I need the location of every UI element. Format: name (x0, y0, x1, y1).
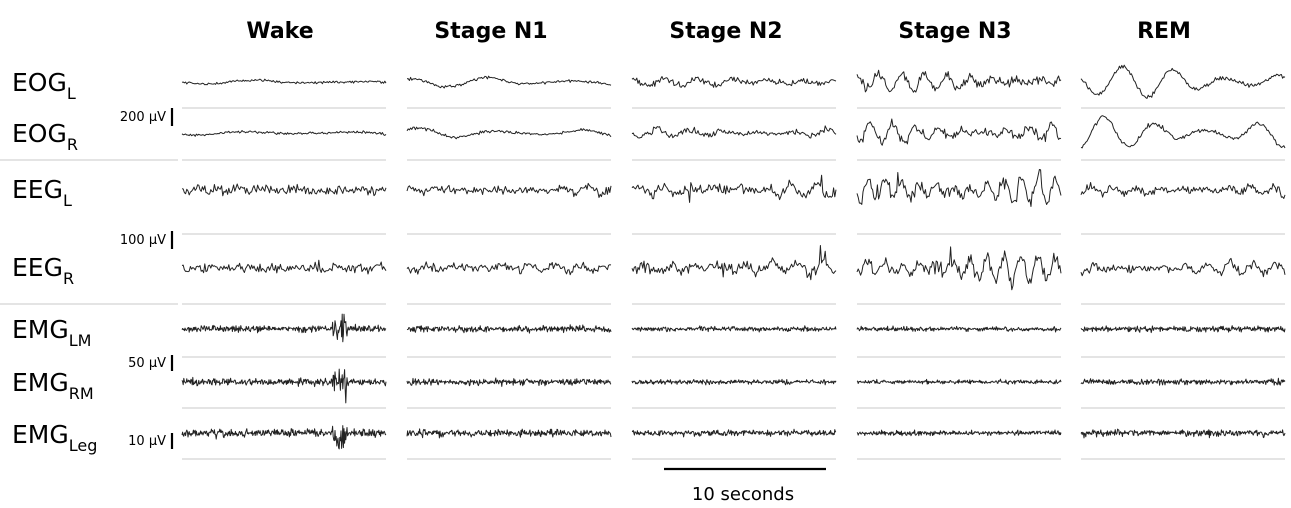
trace-eog-r-stage-n2 (631, 125, 837, 139)
trace-eog-l-wake (181, 78, 387, 86)
stage-title-stage-n1: Stage N1 (434, 19, 547, 44)
trace-emg-lm-stage-n3 (856, 325, 1062, 333)
stage-title-rem: REM (1137, 19, 1191, 44)
channel-label-subscript: L (63, 191, 72, 210)
trace-emg-leg-stage-n3 (856, 429, 1062, 437)
channel-label-subscript: L (67, 84, 76, 103)
trace-emg-rm-wake (181, 368, 387, 404)
trace-eeg-l-wake (181, 183, 387, 197)
channel-label-base: EEG (12, 253, 63, 282)
channel-label-emg-leg: EMGLeg (12, 420, 97, 455)
scale-bar-label-10-v: 10 µV (128, 434, 166, 449)
channel-label-eog-l: EOGL (12, 68, 76, 103)
channel-label-base: EMG (12, 368, 69, 397)
trace-emg-lm-stage-n2 (631, 325, 837, 333)
channel-label-subscript: LM (69, 331, 92, 350)
trace-emg-leg-rem (1080, 428, 1286, 439)
trace-eeg-r-stage-n3 (856, 246, 1062, 291)
trace-eeg-l-stage-n3 (856, 169, 1062, 207)
trace-emg-leg-wake (181, 425, 387, 450)
channel-label-eeg-r: EEGR (12, 253, 74, 288)
trace-emg-rm-stage-n1 (406, 377, 612, 387)
trace-emg-rm-rem (1080, 377, 1286, 386)
channel-label-base: EOG (12, 68, 67, 97)
channel-label-subscript: Leg (69, 436, 98, 455)
channel-label-eog-r: EOGR (12, 119, 78, 154)
trace-emg-lm-stage-n1 (406, 324, 612, 334)
trace-emg-rm-stage-n2 (631, 378, 837, 386)
trace-eog-l-rem (1080, 64, 1286, 99)
trace-eog-l-stage-n1 (406, 75, 612, 89)
stage-title-wake: Wake (246, 19, 313, 44)
trace-emg-leg-stage-n1 (406, 428, 612, 439)
channel-label-base: EEG (12, 175, 63, 204)
channel-label-base: EMG (12, 420, 69, 449)
trace-eeg-l-rem (1080, 182, 1286, 199)
channel-label-base: EMG (12, 315, 69, 344)
trace-eog-l-stage-n3 (856, 69, 1062, 93)
channel-label-subscript: R (67, 135, 78, 154)
trace-eog-r-stage-n3 (856, 118, 1062, 146)
channel-label-subscript: R (63, 269, 74, 288)
stage-title-stage-n3: Stage N3 (898, 19, 1011, 44)
trace-eeg-l-stage-n2 (631, 174, 837, 203)
trace-eeg-l-stage-n1 (406, 182, 612, 198)
trace-emg-rm-stage-n3 (856, 378, 1062, 385)
scale-bar-label-200-v: 200 µV (120, 110, 166, 125)
channel-label-eeg-l: EEGL (12, 175, 72, 210)
trace-emg-leg-stage-n2 (631, 428, 837, 438)
trace-emg-lm-wake (181, 313, 387, 343)
trace-eeg-r-stage-n2 (631, 245, 837, 281)
trace-eog-r-rem (1080, 115, 1286, 149)
trace-eog-l-stage-n2 (631, 76, 837, 88)
channel-label-emg-lm: EMGLM (12, 315, 91, 350)
scale-bar-label-100-v: 100 µV (120, 233, 166, 248)
trace-eeg-r-stage-n1 (406, 261, 612, 276)
trace-eeg-r-rem (1080, 257, 1286, 278)
channel-label-base: EOG (12, 119, 67, 148)
time-scale-label: 10 seconds (692, 484, 794, 505)
trace-eog-r-stage-n1 (406, 126, 612, 140)
stage-title-stage-n2: Stage N2 (669, 19, 782, 44)
trace-eog-r-wake (181, 130, 387, 137)
trace-emg-lm-rem (1080, 325, 1286, 334)
scale-bar-label-50-v: 50 µV (128, 356, 166, 371)
channel-label-emg-rm: EMGRM (12, 368, 94, 403)
channel-label-subscript: RM (69, 384, 94, 403)
trace-eeg-r-wake (181, 259, 387, 275)
